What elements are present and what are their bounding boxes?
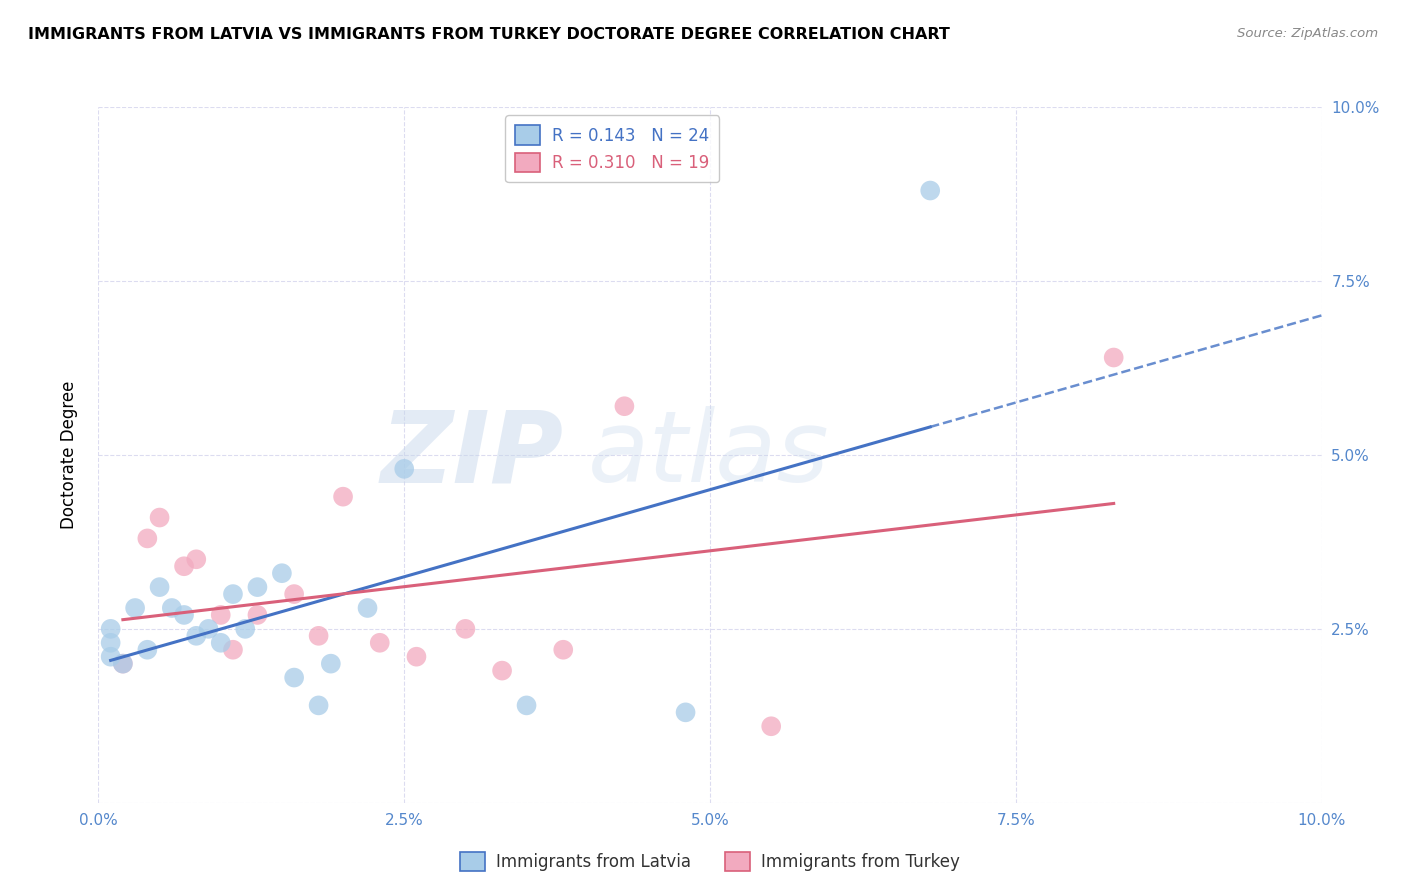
Point bbox=[319, 657, 342, 671]
Point bbox=[100, 649, 122, 664]
Point bbox=[136, 532, 159, 546]
Point bbox=[368, 636, 391, 650]
Point bbox=[675, 706, 697, 720]
Point bbox=[491, 664, 513, 678]
Text: atlas: atlas bbox=[588, 407, 830, 503]
Point bbox=[759, 719, 782, 733]
Text: ZIP: ZIP bbox=[380, 407, 564, 503]
Point bbox=[1102, 351, 1125, 365]
Point bbox=[283, 671, 305, 685]
Point bbox=[100, 622, 122, 636]
Point bbox=[209, 607, 232, 622]
Y-axis label: Doctorate Degree: Doctorate Degree bbox=[59, 381, 77, 529]
Point bbox=[136, 642, 159, 657]
Point bbox=[186, 629, 208, 643]
Point bbox=[613, 399, 636, 413]
Point bbox=[553, 642, 575, 657]
Point bbox=[124, 601, 146, 615]
Point bbox=[111, 657, 134, 671]
Point bbox=[186, 552, 208, 566]
Point bbox=[222, 587, 245, 601]
Point bbox=[246, 607, 269, 622]
Point bbox=[111, 657, 134, 671]
Point bbox=[283, 587, 305, 601]
Point bbox=[149, 510, 172, 524]
Point bbox=[308, 698, 330, 713]
Point bbox=[392, 462, 416, 476]
Point bbox=[197, 622, 219, 636]
Point bbox=[149, 580, 172, 594]
Point bbox=[405, 649, 427, 664]
Point bbox=[516, 698, 538, 713]
Point bbox=[233, 622, 256, 636]
Point bbox=[100, 636, 122, 650]
Text: Source: ZipAtlas.com: Source: ZipAtlas.com bbox=[1237, 27, 1378, 40]
Point bbox=[160, 601, 183, 615]
Text: IMMIGRANTS FROM LATVIA VS IMMIGRANTS FROM TURKEY DOCTORATE DEGREE CORRELATION CH: IMMIGRANTS FROM LATVIA VS IMMIGRANTS FRO… bbox=[28, 27, 950, 42]
Point bbox=[332, 490, 354, 504]
Point bbox=[308, 629, 330, 643]
Point bbox=[454, 622, 477, 636]
Point bbox=[920, 184, 942, 198]
Point bbox=[173, 607, 195, 622]
Point bbox=[222, 642, 245, 657]
Point bbox=[270, 566, 292, 581]
Point bbox=[209, 636, 232, 650]
Point bbox=[356, 601, 378, 615]
Point bbox=[173, 559, 195, 574]
Point bbox=[246, 580, 269, 594]
Legend: Immigrants from Latvia, Immigrants from Turkey: Immigrants from Latvia, Immigrants from … bbox=[453, 846, 967, 878]
